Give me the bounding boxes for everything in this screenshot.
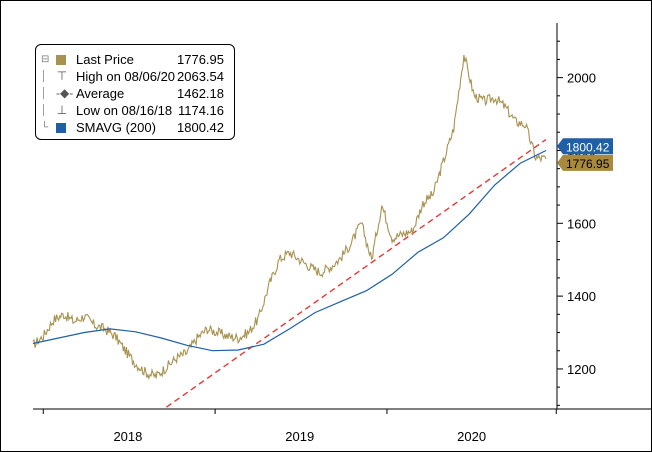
legend-label: Average bbox=[76, 86, 125, 101]
series-smavg-200 bbox=[32, 149, 547, 352]
legend-label: High on 08/06/20 bbox=[76, 69, 176, 84]
tree-branch-icon: │ bbox=[41, 88, 48, 99]
x-tick-label: 2020 bbox=[457, 429, 486, 444]
tree-branch-icon: │ bbox=[41, 71, 48, 82]
y-tick-label: 1600 bbox=[567, 216, 596, 231]
legend: ⊟ Last Price 1776.95 │ ⊤ High on 08/06/2… bbox=[35, 44, 235, 140]
average-icon: -◆- bbox=[56, 86, 74, 100]
low-icon: ⊥ bbox=[56, 103, 68, 117]
high-icon: ⊤ bbox=[56, 69, 68, 83]
legend-value: 1462.18 bbox=[177, 86, 224, 101]
last-price-value-tag-bg bbox=[557, 154, 613, 171]
trendline bbox=[165, 138, 547, 408]
legend-item-last-price: ⊟ Last Price 1776.95 bbox=[36, 51, 234, 68]
series-last-price bbox=[32, 54, 547, 381]
legend-item-low: │ ⊥ Low on 08/16/18 1174.16 bbox=[36, 102, 234, 119]
y-tick-label: 1200 bbox=[567, 362, 596, 377]
collapse-icon[interactable]: ⊟ bbox=[41, 54, 50, 65]
legend-label: SMAVG (200) bbox=[76, 120, 156, 135]
smavg-value-tag-label: 1800.42 bbox=[566, 140, 610, 154]
y-tick-label: 2000 bbox=[567, 71, 596, 86]
smavg-swatch bbox=[56, 123, 66, 133]
tree-branch-icon: └ bbox=[41, 122, 49, 133]
legend-label: Last Price bbox=[76, 52, 134, 67]
last-price-swatch bbox=[56, 55, 66, 65]
smavg-value-tag-bg bbox=[557, 138, 613, 155]
legend-value: 2063.54 bbox=[177, 69, 224, 84]
legend-value: 1800.42 bbox=[177, 120, 224, 135]
legend-item-smavg: └ SMAVG (200) 1800.42 bbox=[36, 119, 234, 136]
legend-label: Low on 08/16/18 bbox=[76, 103, 173, 118]
x-tick-label: 2018 bbox=[113, 429, 142, 444]
legend-item-average: │ -◆- Average 1462.18 bbox=[36, 85, 234, 102]
last-price-value-tag-label: 1776.95 bbox=[566, 157, 610, 171]
legend-item-high: │ ⊤ High on 08/06/20 2063.54 bbox=[36, 68, 234, 85]
tree-branch-icon: │ bbox=[41, 105, 48, 116]
legend-value: 1174.16 bbox=[177, 103, 224, 118]
y-tick-label: 1400 bbox=[567, 289, 596, 304]
x-tick-label: 2019 bbox=[285, 429, 314, 444]
legend-value: 1776.95 bbox=[177, 52, 224, 67]
